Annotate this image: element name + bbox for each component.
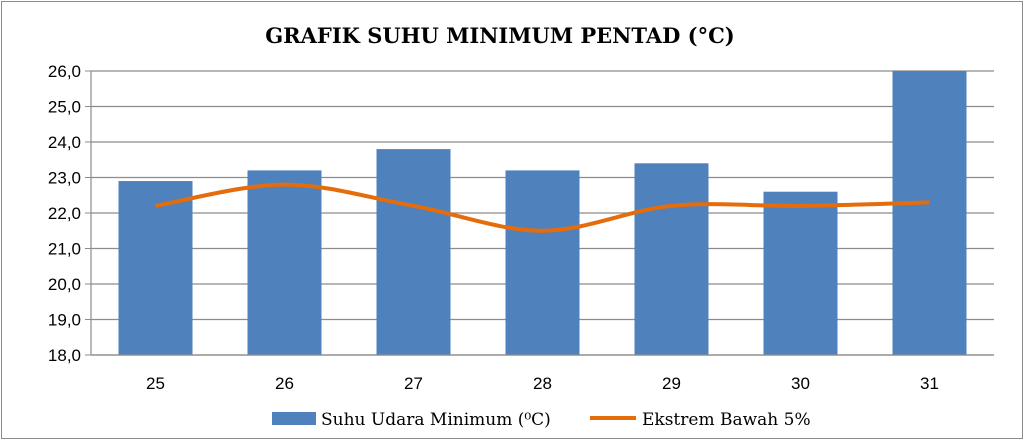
y-tick-label: 18,0 xyxy=(48,346,81,365)
y-tick-label: 24,0 xyxy=(48,133,81,152)
bar xyxy=(892,71,967,355)
bar xyxy=(634,163,709,355)
legend-swatch-bar xyxy=(272,412,316,425)
line-series xyxy=(155,182,930,233)
x-tick-label: 27 xyxy=(404,374,423,393)
legend: Suhu Udara Minimum (⁰C) Ekstrem Bawah 5% xyxy=(272,410,811,430)
x-tick-label: 28 xyxy=(533,374,552,393)
bar xyxy=(118,181,193,355)
legend-label-line: Ekstrem Bawah 5% xyxy=(642,410,811,430)
y-tick-label: 19,0 xyxy=(48,311,81,330)
bar xyxy=(247,170,322,355)
y-tick-label: 20,0 xyxy=(48,275,81,294)
y-tick-label: 26,0 xyxy=(48,62,81,81)
legend-label-bar: Suhu Udara Minimum (⁰C) xyxy=(321,410,551,430)
y-tick-label: 22,0 xyxy=(48,204,81,223)
x-tick-label: 26 xyxy=(275,374,294,393)
x-tick-label: 25 xyxy=(146,374,165,393)
bar xyxy=(376,149,451,355)
y-tick-label: 21,0 xyxy=(48,240,81,259)
bar xyxy=(505,170,580,355)
line-ekstrem-bawah xyxy=(155,182,930,233)
bar-series xyxy=(118,71,967,355)
x-tick-label: 31 xyxy=(920,374,939,393)
x-tick-label: 29 xyxy=(662,374,681,393)
chart-title: GRAFIK SUHU MINIMUM PENTAD (°C) xyxy=(265,23,735,48)
y-tick-label: 25,0 xyxy=(48,98,81,117)
y-tick-label: 23,0 xyxy=(48,169,81,188)
bar xyxy=(763,191,838,355)
x-tick-label: 30 xyxy=(791,374,810,393)
axes: 18,0 19,0 20,0 21,0 22,0 23,0 24,0 25,0 26,0 25 26… xyxy=(48,62,994,393)
